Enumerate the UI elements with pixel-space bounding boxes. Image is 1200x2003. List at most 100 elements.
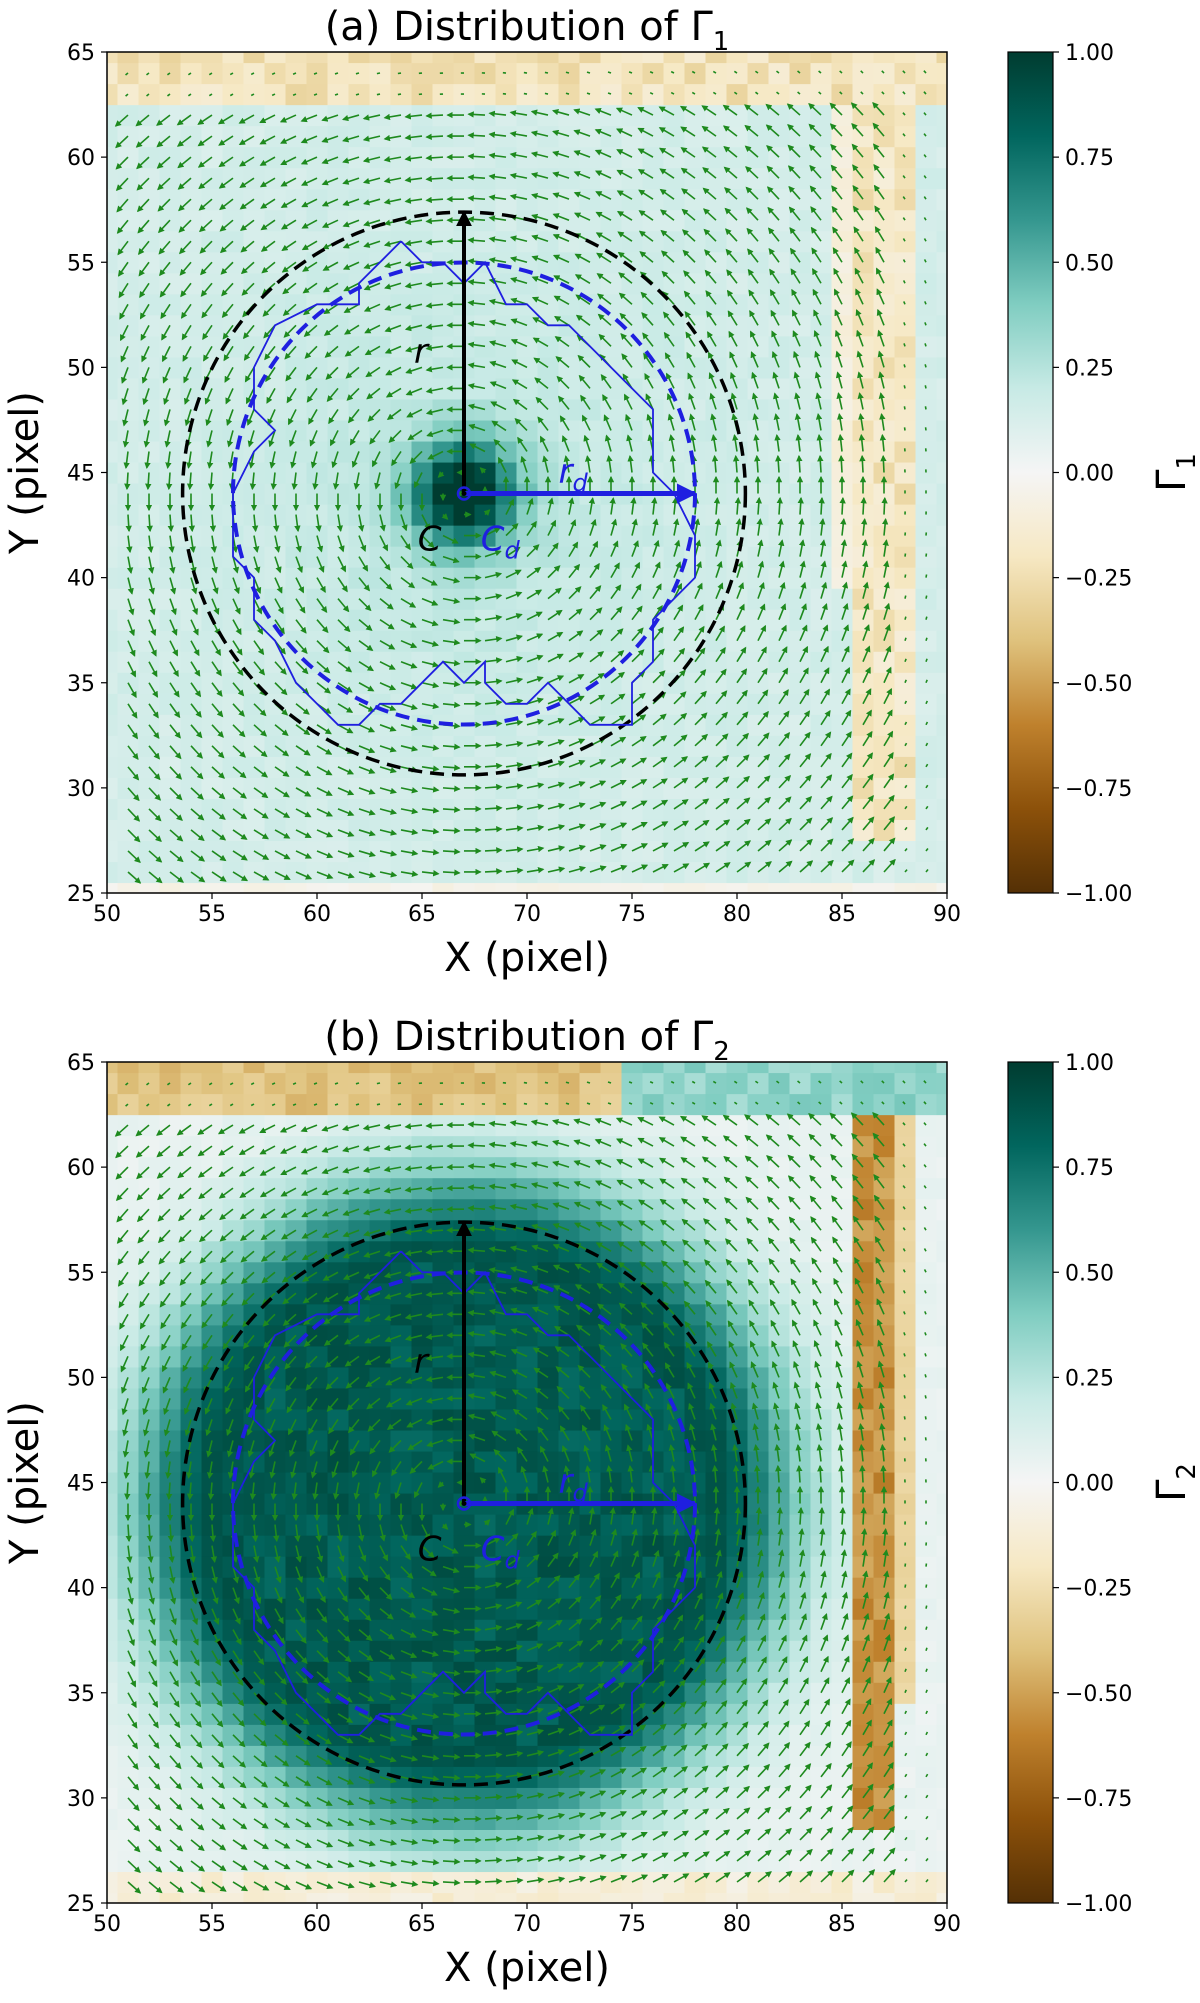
heatmap-cell [894, 1535, 917, 1557]
heatmap-cell [642, 1261, 665, 1284]
heatmap-cell [201, 1072, 224, 1095]
heatmap-cell [663, 1324, 686, 1347]
heatmap-cell [747, 735, 770, 757]
heatmap-cell [705, 146, 728, 169]
heatmap-cell [348, 1114, 371, 1137]
heatmap-cell [243, 1093, 266, 1116]
heatmap-cell [684, 167, 707, 190]
heatmap-cell [348, 146, 371, 169]
y-tick-label: 55 [67, 251, 95, 276]
heatmap-cell [831, 398, 854, 421]
heatmap-cell [107, 293, 119, 316]
heatmap-cell [915, 314, 938, 337]
heatmap-cell [264, 1156, 287, 1179]
heatmap-cell [915, 651, 938, 673]
quiver-arrow [586, 71, 591, 74]
heatmap-cell [107, 840, 119, 863]
heatmap-cell [600, 1303, 623, 1326]
heatmap-cell [663, 525, 686, 547]
quiver-arrow [607, 92, 612, 95]
heatmap-cell [411, 230, 434, 253]
heatmap-cell [705, 125, 728, 148]
heatmap-cell [285, 146, 308, 169]
heatmap-cell [558, 1177, 581, 1200]
quiver-arrow [925, 679, 928, 684]
heatmap-cell [726, 1724, 749, 1746]
heatmap-cell [474, 314, 497, 337]
heatmap-cell [831, 293, 854, 316]
heatmap-cell [579, 1156, 602, 1179]
heatmap-cell [327, 125, 350, 148]
heatmap-cell [495, 230, 518, 253]
heatmap-cell [516, 1156, 539, 1179]
heatmap-cell [852, 293, 875, 316]
heatmap-cell [432, 1471, 455, 1494]
heatmap-cell [915, 440, 938, 463]
heatmap-cell [558, 1093, 581, 1116]
heatmap-cell [873, 588, 896, 610]
heatmap-cell [831, 1577, 854, 1599]
heatmap-cell [327, 62, 350, 85]
heatmap-cell [873, 1408, 896, 1431]
heatmap-cell [810, 777, 833, 799]
heatmap-cell [201, 104, 224, 127]
heatmap-cell [600, 1408, 623, 1431]
heatmap-cell [873, 335, 896, 358]
heatmap-cell [411, 1072, 434, 1095]
heatmap-cell [726, 1450, 749, 1473]
x-tick-label: 60 [303, 902, 331, 927]
heatmap-cell [810, 735, 833, 757]
heatmap-cell [726, 693, 749, 715]
heatmap-cell [600, 1093, 623, 1116]
heatmap-cell [789, 314, 812, 337]
heatmap-cell [663, 1177, 686, 1200]
heatmap-cell [810, 588, 833, 610]
heatmap-cell [894, 83, 917, 106]
heatmap-cell [107, 819, 119, 842]
heatmap-cell [243, 167, 266, 190]
heatmap-cell [915, 714, 938, 736]
heatmap-cell [107, 609, 119, 631]
heatmap-cell [495, 1345, 518, 1368]
heatmap-cell [107, 398, 119, 421]
heatmap-cell [810, 209, 833, 232]
y-tick-label: 35 [67, 672, 95, 697]
heatmap-cell [747, 588, 770, 610]
heatmap-cell [369, 1114, 392, 1137]
quiver-arrow [467, 153, 486, 160]
heatmap-cell [495, 146, 518, 169]
heatmap-cell [852, 209, 875, 232]
heatmap-cell [684, 1219, 707, 1242]
heatmap-cell [873, 1661, 896, 1683]
heatmap-cell [117, 83, 140, 106]
heatmap-cell [621, 1408, 644, 1431]
heatmap-cell [495, 83, 518, 106]
heatmap-cell [411, 1282, 434, 1305]
heatmap-cell [684, 356, 707, 379]
heatmap-cell [264, 83, 287, 106]
heatmap-cell [789, 1429, 812, 1452]
heatmap-cell [621, 440, 644, 463]
heatmap-cell [369, 167, 392, 190]
heatmap-cell [348, 1324, 371, 1347]
heatmap-cell [873, 356, 896, 379]
heatmap-cell [747, 1282, 770, 1305]
heatmap-cell [894, 1619, 917, 1641]
heatmap-cell [852, 1787, 875, 1809]
heatmap-cell [726, 104, 749, 127]
heatmap-cell [852, 1429, 875, 1452]
heatmap-cell [894, 1198, 917, 1221]
heatmap-cell [747, 398, 770, 421]
heatmap-cell [915, 1787, 938, 1809]
heatmap-cell [600, 1598, 623, 1620]
heatmap-cell [915, 1387, 938, 1410]
heatmap-cell [831, 1177, 854, 1200]
heatmap-cell [621, 1535, 644, 1557]
heatmap-cell [852, 1619, 875, 1641]
heatmap-cell [915, 1177, 938, 1200]
heatmap-cell [600, 62, 623, 85]
heatmap-cell [369, 1345, 392, 1368]
heatmap-cell [873, 83, 896, 106]
heatmap-cell [705, 83, 728, 106]
heatmap-cell [831, 1345, 854, 1368]
